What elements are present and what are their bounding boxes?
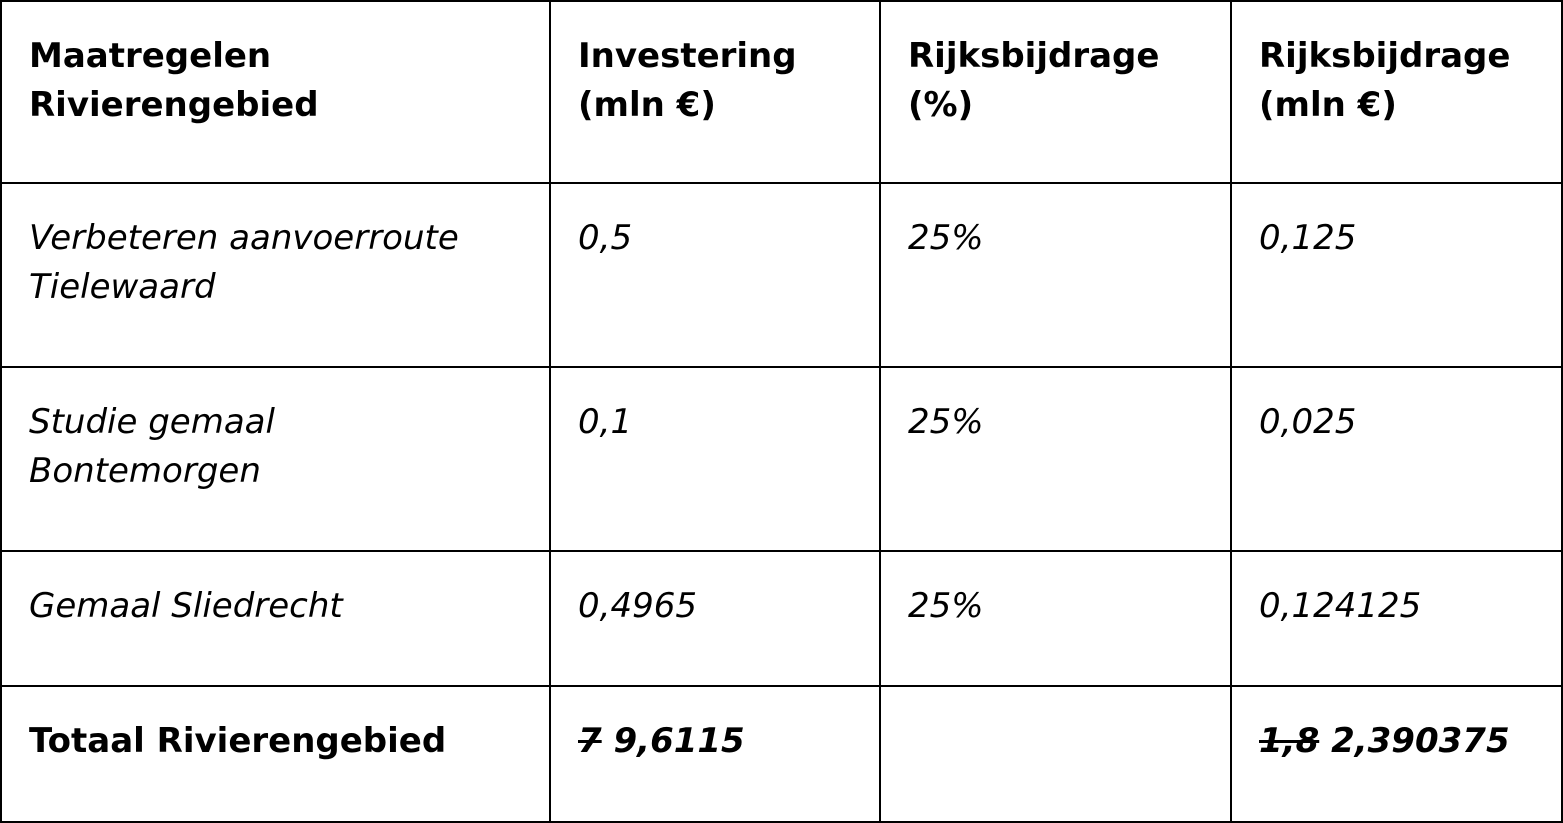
cell-text: 2,390375 bbox=[1331, 721, 1510, 761]
table-cell: Maatregelen Rivierengebied bbox=[0, 0, 551, 184]
table-cell: 25% bbox=[879, 366, 1232, 552]
cell-text: 0,5 bbox=[578, 218, 633, 258]
cell-text: (mln €) bbox=[578, 85, 716, 125]
table-cell bbox=[879, 685, 1232, 823]
cell-text: Investering bbox=[578, 36, 797, 76]
cell-text: 25% bbox=[908, 586, 984, 626]
table-cell: 0,125 bbox=[1230, 182, 1563, 368]
struck-text: 7 bbox=[578, 721, 602, 761]
table-cell: 1,8 2,390375 bbox=[1230, 685, 1563, 823]
cell-text: (%) bbox=[908, 85, 974, 125]
cell-text: 25% bbox=[908, 218, 984, 258]
cell-text: Bontemorgen bbox=[29, 451, 261, 491]
cell-text: (mln €) bbox=[1259, 85, 1397, 125]
table-cell: Rijksbijdrage (%) bbox=[879, 0, 1232, 184]
cell-text: Studie gemaal bbox=[29, 402, 275, 442]
cell-text: 25% bbox=[908, 402, 984, 442]
cell-text: Rijksbijdrage bbox=[1259, 36, 1511, 76]
table-cell: 25% bbox=[879, 550, 1232, 687]
cell-text: 0,4965 bbox=[578, 586, 697, 626]
cell-text: Tielewaard bbox=[29, 267, 216, 307]
cell-text: Verbeteren aanvoerroute bbox=[29, 218, 459, 258]
cell-text: Maatregelen bbox=[29, 36, 272, 76]
cell-text: 0,025 bbox=[1259, 402, 1357, 442]
table-cell: Gemaal Sliedrecht bbox=[0, 550, 551, 687]
cell-text: 0,125 bbox=[1259, 218, 1357, 258]
cell-text: 0,124125 bbox=[1259, 586, 1422, 626]
table-cell: Rijksbijdrage (mln €) bbox=[1230, 0, 1563, 184]
table-cell: Studie gemaal Bontemorgen bbox=[0, 366, 551, 552]
cell-text: Rivierengebied bbox=[29, 85, 319, 125]
cell-text: Rijksbijdrage bbox=[908, 36, 1160, 76]
table-cell: 7 9,6115 bbox=[549, 685, 881, 823]
cell-text: Gemaal Sliedrecht bbox=[29, 586, 343, 626]
struck-text: 1,8 bbox=[1259, 721, 1320, 761]
cell-text: 0,1 bbox=[578, 402, 633, 442]
table-cell: 0,124125 bbox=[1230, 550, 1563, 687]
table-cell: 0,4965 bbox=[549, 550, 881, 687]
table-cell: Investering (mln €) bbox=[549, 0, 881, 184]
table-cell: 0,5 bbox=[549, 182, 881, 368]
table-cell: 0,1 bbox=[549, 366, 881, 552]
table-cell: 0,025 bbox=[1230, 366, 1563, 552]
cell-text: Totaal Rivierengebied bbox=[29, 721, 447, 761]
table-cell: Totaal Rivierengebied bbox=[0, 685, 551, 823]
table-cell: 25% bbox=[879, 182, 1232, 368]
cell-text: 9,6115 bbox=[613, 721, 745, 761]
table-cell: Verbeteren aanvoerroute Tielewaard bbox=[0, 182, 551, 368]
